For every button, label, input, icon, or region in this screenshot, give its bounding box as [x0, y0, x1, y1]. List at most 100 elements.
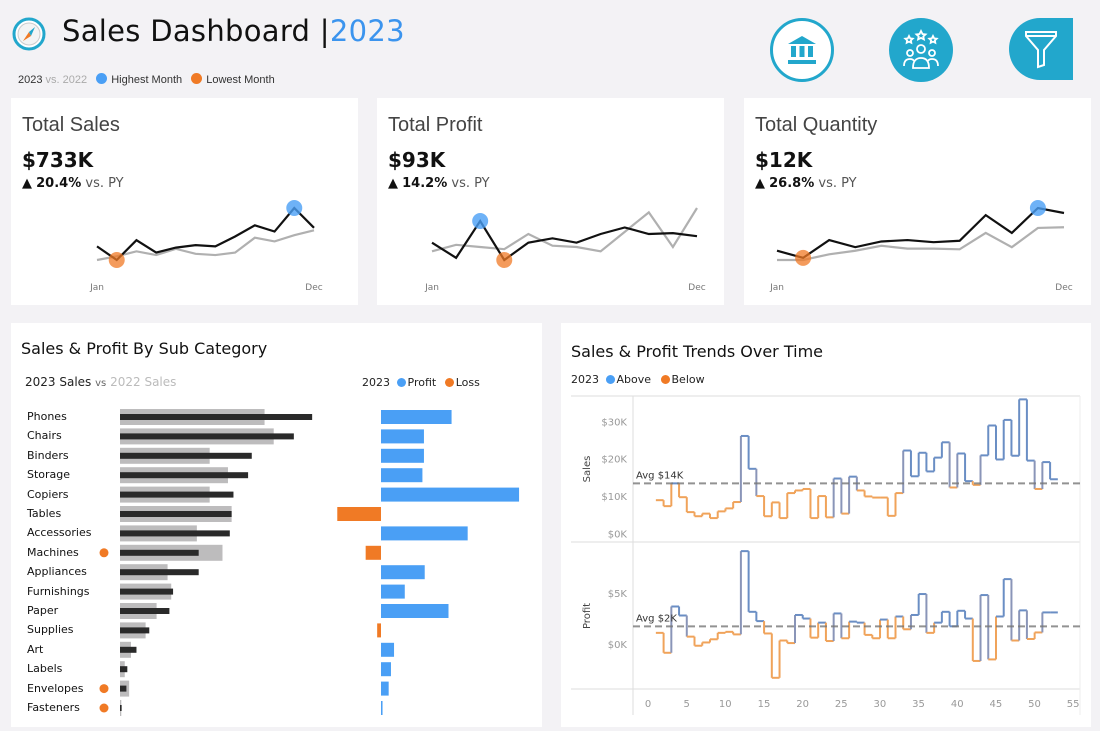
profit-bar[interactable]: [381, 448, 424, 463]
lowest-month-marker[interactable]: [108, 252, 125, 268]
bar-2023-sales[interactable]: [120, 433, 294, 440]
prior-year-line: [777, 226, 1065, 262]
filter-button[interactable]: [1009, 18, 1073, 80]
prior-year-line: [431, 207, 698, 253]
sales-axis-title: Sales: [582, 456, 593, 483]
loss-bar[interactable]: [365, 545, 381, 560]
bar-2023-sales[interactable]: [120, 569, 199, 576]
kpi-card-total-quantity: Total Quantity $12K ▲ 26.8% vs. PY Jan Dec: [744, 98, 1091, 305]
decline-indicator-icon: [99, 548, 109, 558]
sales-tick-label: $0K: [608, 529, 628, 540]
bar-2023-sales[interactable]: [120, 530, 230, 537]
legend-vs: vs: [95, 378, 107, 389]
loss-bar[interactable]: [337, 507, 381, 521]
category-label: Paper: [27, 604, 59, 617]
bar-2023-sales[interactable]: [120, 414, 313, 420]
kpi-title: Total Profit: [388, 114, 483, 136]
bar-2023-sales[interactable]: [120, 549, 199, 556]
category-label: Envelopes: [27, 681, 84, 695]
profit-bar[interactable]: [381, 681, 389, 696]
filter-icon: [1025, 31, 1057, 69]
profit-bar[interactable]: [381, 642, 395, 657]
bar-2023-sales[interactable]: [120, 588, 174, 595]
profit-bar[interactable]: [381, 410, 452, 424]
bar-2023-sales[interactable]: [120, 646, 137, 653]
category-label: Chairs: [27, 429, 62, 443]
axis-start-label: Jan: [424, 283, 439, 293]
trends-title: Sales & Profit Trends Over Time: [571, 342, 823, 361]
profit-axis-title: Profit: [582, 603, 593, 629]
profit-bar[interactable]: [381, 662, 391, 677]
above-dot-icon: [605, 375, 615, 384]
profit-bar[interactable]: [381, 565, 425, 580]
lowest-month-marker[interactable]: [496, 252, 513, 268]
highest-month-marker[interactable]: [472, 213, 489, 229]
bar-2023-sales[interactable]: [120, 472, 249, 479]
category-label: Labels: [27, 662, 63, 676]
category-label: Supplies: [27, 623, 74, 637]
x-tick-label: 45: [989, 699, 1002, 710]
up-triangle-icon: ▲: [22, 176, 32, 191]
sales-tick-label: $30K: [601, 417, 627, 428]
x-tick-label: 10: [719, 699, 732, 710]
legend-current-year: 2023: [18, 74, 43, 86]
kpi-delta: ▲ 14.2% vs. PY: [388, 176, 490, 191]
sparkline-chart: Jan Dec: [89, 200, 323, 293]
category-label: Appliances: [27, 565, 87, 579]
profit-tick-label: $0K: [608, 640, 628, 651]
legend-loss: Loss: [455, 376, 480, 389]
legend-year: 2023: [362, 376, 390, 389]
profit-dot-icon: [396, 378, 406, 387]
legend-profit: Profit: [407, 376, 437, 389]
lowest-month-marker[interactable]: [795, 249, 812, 266]
profit-bar[interactable]: [381, 701, 383, 715]
current-year-line: [776, 206, 1065, 260]
category-label: Phones: [27, 410, 67, 423]
legend-prior-year: vs. 2022: [45, 74, 88, 86]
bank-button[interactable]: [770, 18, 834, 82]
axis-end-label: Dec: [688, 283, 705, 293]
team-button[interactable]: [889, 18, 953, 82]
highest-month-marker[interactable]: [1029, 200, 1046, 216]
logo-compass-icon: [12, 17, 46, 51]
kpi-vs-label: vs. PY: [451, 176, 490, 191]
category-label: Fasteners: [27, 701, 80, 714]
sales-tick-label: $10K: [601, 492, 627, 503]
bar-2023-sales[interactable]: [120, 491, 234, 498]
profit-bar[interactable]: [381, 487, 520, 502]
kpi-title: Total Sales: [22, 114, 120, 136]
x-tick-label: 0: [645, 699, 651, 710]
subcategory-chart: [99, 409, 520, 716]
lowest-dot-icon: [191, 73, 203, 84]
bar-2023-sales[interactable]: [120, 685, 127, 692]
highest-dot-icon: [96, 73, 108, 84]
up-triangle-icon: ▲: [388, 176, 398, 191]
title-text: Sales Dashboard |: [62, 14, 330, 48]
bar-2023-sales[interactable]: [120, 666, 128, 673]
bank-icon: [788, 36, 816, 64]
bar-2023-sales[interactable]: [120, 705, 122, 711]
profit-bar[interactable]: [381, 526, 468, 541]
up-triangle-icon: ▲: [755, 176, 765, 191]
profit-bar[interactable]: [381, 468, 423, 483]
bar-2023-sales[interactable]: [120, 627, 150, 634]
bar-2023-sales[interactable]: [120, 608, 170, 614]
profit-bar[interactable]: [381, 604, 449, 618]
profit-bar[interactable]: [381, 584, 405, 599]
bar-2023-sales[interactable]: [120, 452, 252, 459]
loss-bar[interactable]: [377, 623, 381, 638]
highest-month-marker[interactable]: [286, 200, 303, 216]
x-tick-label: 50: [1028, 699, 1041, 710]
kpi-delta-value: 26.8%: [769, 176, 815, 191]
kpi-value: $93K: [388, 148, 446, 172]
profit-average-label: Avg $2K: [636, 613, 677, 624]
axis-start-label: Jan: [769, 283, 784, 293]
bar-2023-sales[interactable]: [120, 511, 232, 517]
x-tick-label: 55: [1067, 699, 1080, 710]
sales-average-label: Avg $14K: [636, 470, 684, 481]
trends-chart: 0 5 10 15 20 25 30 35 40 45 50 55 Sales $0K $10K $20K $3…: [571, 395, 1081, 715]
x-tick-label: 5: [683, 699, 689, 710]
kpi-delta: ▲ 26.8% vs. PY: [755, 176, 857, 191]
legend-2022-sales: 2022 Sales: [110, 375, 177, 389]
profit-bar[interactable]: [381, 429, 424, 444]
